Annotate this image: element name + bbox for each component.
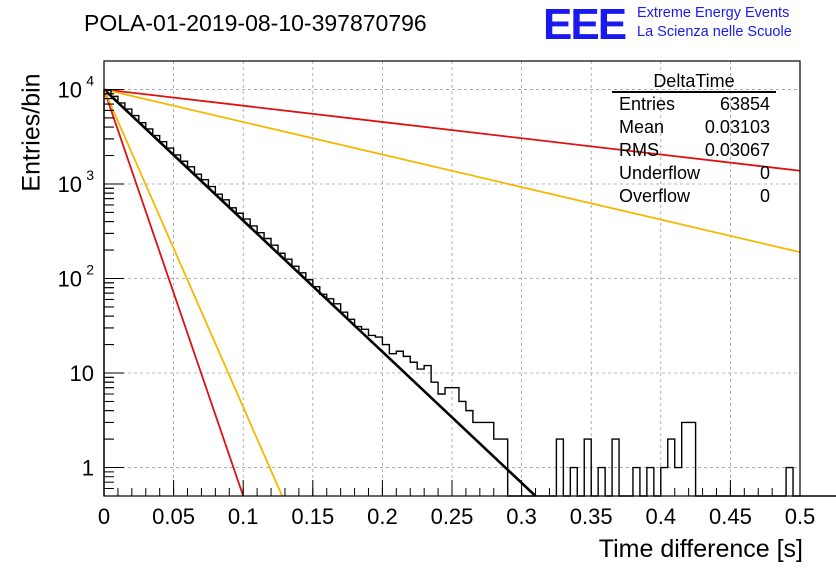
- y-tick-exponent: 4: [86, 72, 94, 88]
- x-tick-label: 0.3: [506, 504, 537, 529]
- y-axis-label: Entries/bin: [17, 73, 46, 192]
- histogram: [103, 89, 836, 497]
- x-tick-label: 0.1: [228, 504, 259, 529]
- fit-curve-2: [103, 88, 801, 254]
- x-tick-label: 0.45: [709, 504, 752, 529]
- logo-line-1: Extreme Energy Events: [637, 5, 790, 21]
- stats-title: DeltaTime: [653, 71, 735, 91]
- eee-logo: EEE: [543, 0, 627, 49]
- stats-value-overflow: 0: [759, 186, 770, 206]
- grid-lines: [104, 61, 800, 496]
- x-tick-label: 0.35: [570, 504, 613, 529]
- stats-value-entries: 63854: [719, 94, 770, 114]
- fit-curve-1: [103, 88, 801, 172]
- y-tick-label: 1: [82, 456, 94, 481]
- histogram-outline: [103, 89, 836, 497]
- y-tick-exponent: 3: [86, 167, 94, 183]
- x-tick-label: 0.05: [152, 504, 195, 529]
- x-tick-label: 0.4: [646, 504, 677, 529]
- x-tick-label: 0: [98, 504, 110, 529]
- y-tick-label: 10: [58, 172, 82, 197]
- stats-key-entries: Entries: [619, 94, 676, 114]
- stats-value-rms: 0.03067: [704, 140, 770, 160]
- stats-key-overflow: Overflow: [619, 186, 691, 206]
- x-tick-label: 0.2: [367, 504, 398, 529]
- y-tick-label: 10: [58, 77, 82, 102]
- logo-line-2: La Scienza nelle Scuole: [637, 24, 792, 40]
- fit-curve-3: [103, 89, 245, 497]
- x-tick-label: 0.25: [431, 504, 474, 529]
- stats-key-mean: Mean: [619, 117, 665, 137]
- stats-value-mean: 0.03103: [704, 117, 770, 137]
- stats-value-underflow: 0: [759, 163, 770, 183]
- y-tick-label: 10: [70, 361, 94, 386]
- plot-title: POLA-01-2019-08-10-397870796: [84, 10, 427, 36]
- x-tick-label: 0.5: [785, 504, 816, 529]
- y-tick-exponent: 2: [86, 262, 94, 278]
- fit-curve-4: [103, 89, 284, 497]
- stats-key-underflow: Underflow: [619, 163, 701, 183]
- x-axis-label: Time difference [s]: [598, 535, 803, 563]
- stats-key-rms: RMS: [619, 140, 659, 160]
- axis-ticks: 0 0.05 0.1 0.15 0.2 0.25 0.3 0.35 0.4 0.45 0.5 1 10 1…: [58, 72, 816, 529]
- x-tick-label: 0.15: [291, 504, 334, 529]
- y-tick-label: 10: [58, 267, 82, 292]
